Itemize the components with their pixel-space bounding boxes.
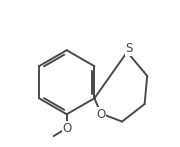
Text: O: O [63,122,72,135]
Text: S: S [126,42,133,55]
Text: O: O [96,108,105,121]
